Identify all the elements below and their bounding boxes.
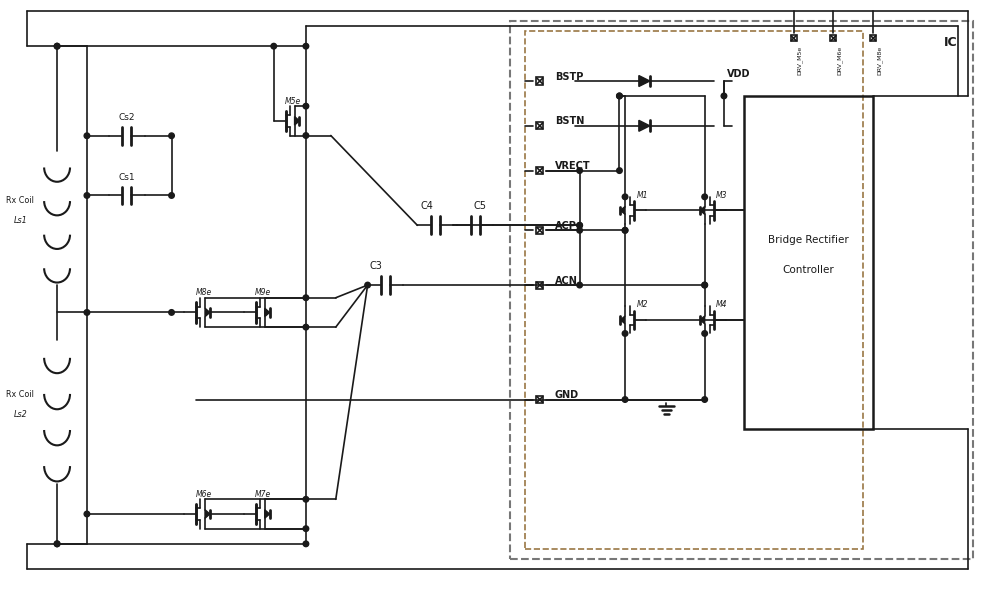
Circle shape xyxy=(622,194,628,199)
Bar xyxy=(744,96,873,430)
Polygon shape xyxy=(639,76,650,86)
Circle shape xyxy=(577,223,582,228)
Text: C3: C3 xyxy=(369,261,382,271)
Text: Cs2: Cs2 xyxy=(119,113,135,122)
Circle shape xyxy=(303,133,309,138)
Polygon shape xyxy=(700,206,705,214)
Circle shape xyxy=(54,541,60,547)
Polygon shape xyxy=(620,206,625,214)
Text: VRECT: VRECT xyxy=(555,161,590,171)
Circle shape xyxy=(303,43,309,49)
Text: Controller: Controller xyxy=(783,265,834,275)
Text: DRV_M8e: DRV_M8e xyxy=(877,46,882,76)
Text: Bridge Rectifier: Bridge Rectifier xyxy=(768,235,849,245)
Circle shape xyxy=(303,324,309,330)
Text: VDD: VDD xyxy=(727,69,750,79)
Circle shape xyxy=(702,282,707,288)
Circle shape xyxy=(577,223,582,228)
Circle shape xyxy=(622,397,628,402)
Text: M3: M3 xyxy=(716,191,727,200)
Polygon shape xyxy=(265,510,270,518)
Circle shape xyxy=(84,511,90,517)
Circle shape xyxy=(84,133,90,139)
Bar xyxy=(870,35,876,41)
Circle shape xyxy=(702,282,707,288)
Bar xyxy=(536,167,543,174)
Circle shape xyxy=(577,168,582,173)
Circle shape xyxy=(271,43,277,49)
Circle shape xyxy=(303,541,309,547)
Circle shape xyxy=(54,43,60,49)
Bar xyxy=(830,35,836,41)
Text: M4: M4 xyxy=(716,300,727,309)
Circle shape xyxy=(577,282,582,288)
Text: GND: GND xyxy=(555,390,579,400)
Circle shape xyxy=(303,526,309,531)
Circle shape xyxy=(617,93,622,99)
Text: BSTN: BSTN xyxy=(555,116,584,126)
Bar xyxy=(536,227,543,234)
Polygon shape xyxy=(265,308,270,317)
Bar xyxy=(536,281,543,289)
Polygon shape xyxy=(639,120,650,131)
Circle shape xyxy=(365,282,370,288)
Text: DRV_M5e: DRV_M5e xyxy=(797,46,803,76)
Text: M2: M2 xyxy=(636,300,648,309)
Text: Ls2: Ls2 xyxy=(13,410,27,419)
Text: M1: M1 xyxy=(636,191,648,200)
Polygon shape xyxy=(205,510,210,518)
Text: DRV_M6e: DRV_M6e xyxy=(837,46,843,76)
Circle shape xyxy=(54,541,60,547)
Circle shape xyxy=(622,227,628,233)
Circle shape xyxy=(169,309,174,315)
Circle shape xyxy=(169,133,174,139)
Circle shape xyxy=(702,397,707,402)
Text: M7e: M7e xyxy=(255,490,271,499)
Bar xyxy=(536,396,543,403)
Text: Cs1: Cs1 xyxy=(118,173,135,181)
Circle shape xyxy=(84,193,90,198)
Text: M5e: M5e xyxy=(285,97,301,106)
Circle shape xyxy=(721,93,727,99)
Text: ACN: ACN xyxy=(555,275,578,286)
Bar xyxy=(791,35,797,41)
Circle shape xyxy=(622,331,628,336)
Bar xyxy=(536,77,543,84)
Circle shape xyxy=(702,194,707,199)
Circle shape xyxy=(622,227,628,233)
Circle shape xyxy=(617,93,622,99)
Text: Ls1: Ls1 xyxy=(13,216,27,225)
Bar xyxy=(536,122,543,129)
Circle shape xyxy=(303,295,309,300)
Text: M8e: M8e xyxy=(195,289,212,298)
Circle shape xyxy=(577,227,582,233)
Text: IC: IC xyxy=(944,36,958,49)
Polygon shape xyxy=(700,316,705,324)
Text: BSTP: BSTP xyxy=(555,71,583,82)
Circle shape xyxy=(84,309,90,315)
Circle shape xyxy=(169,193,174,198)
Circle shape xyxy=(617,168,622,173)
Text: M6e: M6e xyxy=(195,490,212,499)
Text: C5: C5 xyxy=(474,202,487,211)
Circle shape xyxy=(303,496,309,502)
Circle shape xyxy=(54,43,60,49)
Polygon shape xyxy=(620,316,625,324)
Text: M9e: M9e xyxy=(255,289,271,298)
Text: Rx Coil: Rx Coil xyxy=(6,196,34,205)
Polygon shape xyxy=(205,308,210,317)
Text: C4: C4 xyxy=(421,202,434,211)
Text: ACP: ACP xyxy=(555,221,577,231)
Circle shape xyxy=(303,104,309,109)
Polygon shape xyxy=(295,117,299,125)
Text: Rx Coil: Rx Coil xyxy=(6,390,34,399)
Circle shape xyxy=(702,331,707,336)
